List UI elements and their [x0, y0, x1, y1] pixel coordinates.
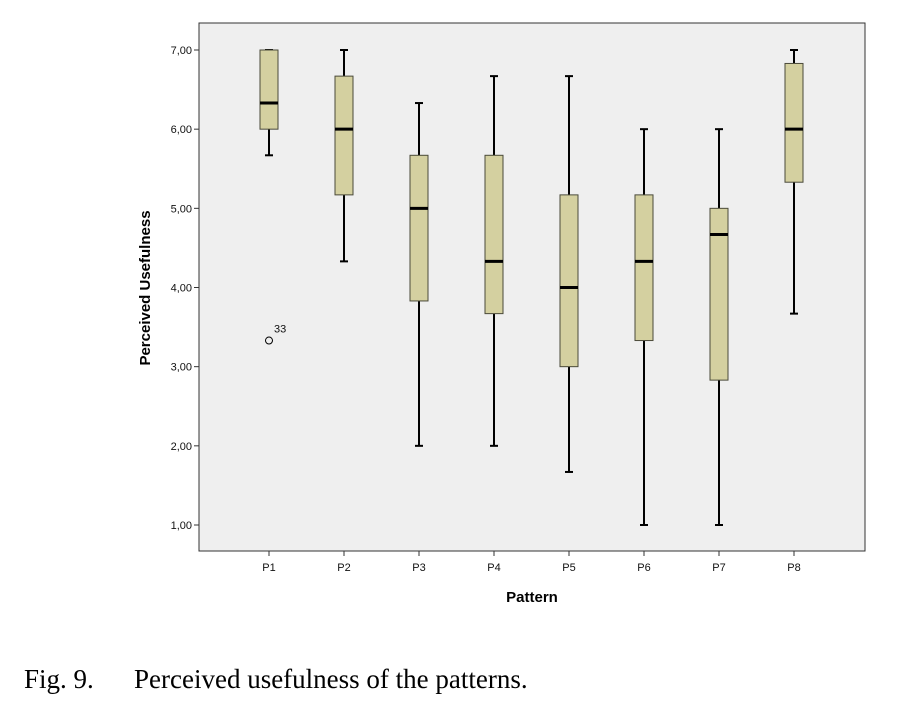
box-p3	[409, 102, 429, 447]
box-rect	[334, 75, 354, 196]
x-tick-label: P7	[712, 562, 725, 574]
y-tick-label: 6,00	[171, 124, 192, 136]
x-tick-label: P5	[562, 562, 575, 574]
x-tick-label: P4	[487, 562, 500, 574]
box-p2	[334, 49, 354, 263]
box-p7	[709, 128, 729, 526]
box-rect	[484, 154, 504, 315]
box-rect	[559, 194, 579, 368]
box-p6	[634, 128, 654, 526]
box-rect	[709, 207, 729, 381]
boxes	[259, 49, 804, 526]
box-rect	[409, 154, 429, 302]
figure-number: Fig. 9.	[24, 664, 94, 694]
box-p1	[259, 49, 279, 157]
box-p8	[784, 49, 804, 315]
x-axis-title: Pattern	[506, 589, 558, 606]
y-axis: 1,00 2,00 3,00 4,00 5,00 6,00 7,00	[171, 45, 199, 532]
box-rect	[784, 62, 804, 183]
outliers: 33	[265, 324, 286, 345]
x-tick-label: P1	[262, 562, 275, 574]
y-tick-label: 3,00	[171, 362, 192, 374]
x-axis: P1 P2 P3 P4 P5 P6 P7 P8	[262, 551, 801, 574]
y-tick-label: 1,00	[171, 520, 192, 532]
box-p4	[484, 75, 504, 447]
boxplot-chart: 1,002,003,004,005,006,007,00 P1 P2 P3 P4 P5 P…	[137, 22, 866, 606]
x-tick-label: P8	[787, 562, 800, 574]
y-axis-title: Perceived Usefulness	[137, 210, 154, 365]
x-tick-label: P3	[412, 562, 425, 574]
x-tick-label: P6	[637, 562, 650, 574]
y-tick-label: 7,00	[171, 45, 192, 57]
y-tick-label: 4,00	[171, 283, 192, 295]
box-rect	[259, 49, 279, 130]
outlier-label: 33	[274, 324, 286, 336]
outlier-point	[265, 336, 273, 345]
figure-caption: Fig. 9. Perceived usefulness of the patte…	[24, 664, 528, 695]
plot-area	[198, 22, 866, 552]
box-rect	[634, 194, 654, 342]
box-p5	[559, 75, 579, 473]
y-tick-label: 2,00	[171, 441, 192, 453]
caption-text: Perceived usefulness of the patterns.	[134, 664, 528, 694]
y-tick-label: 5,00	[171, 203, 192, 215]
x-tick-label: P2	[337, 562, 350, 574]
